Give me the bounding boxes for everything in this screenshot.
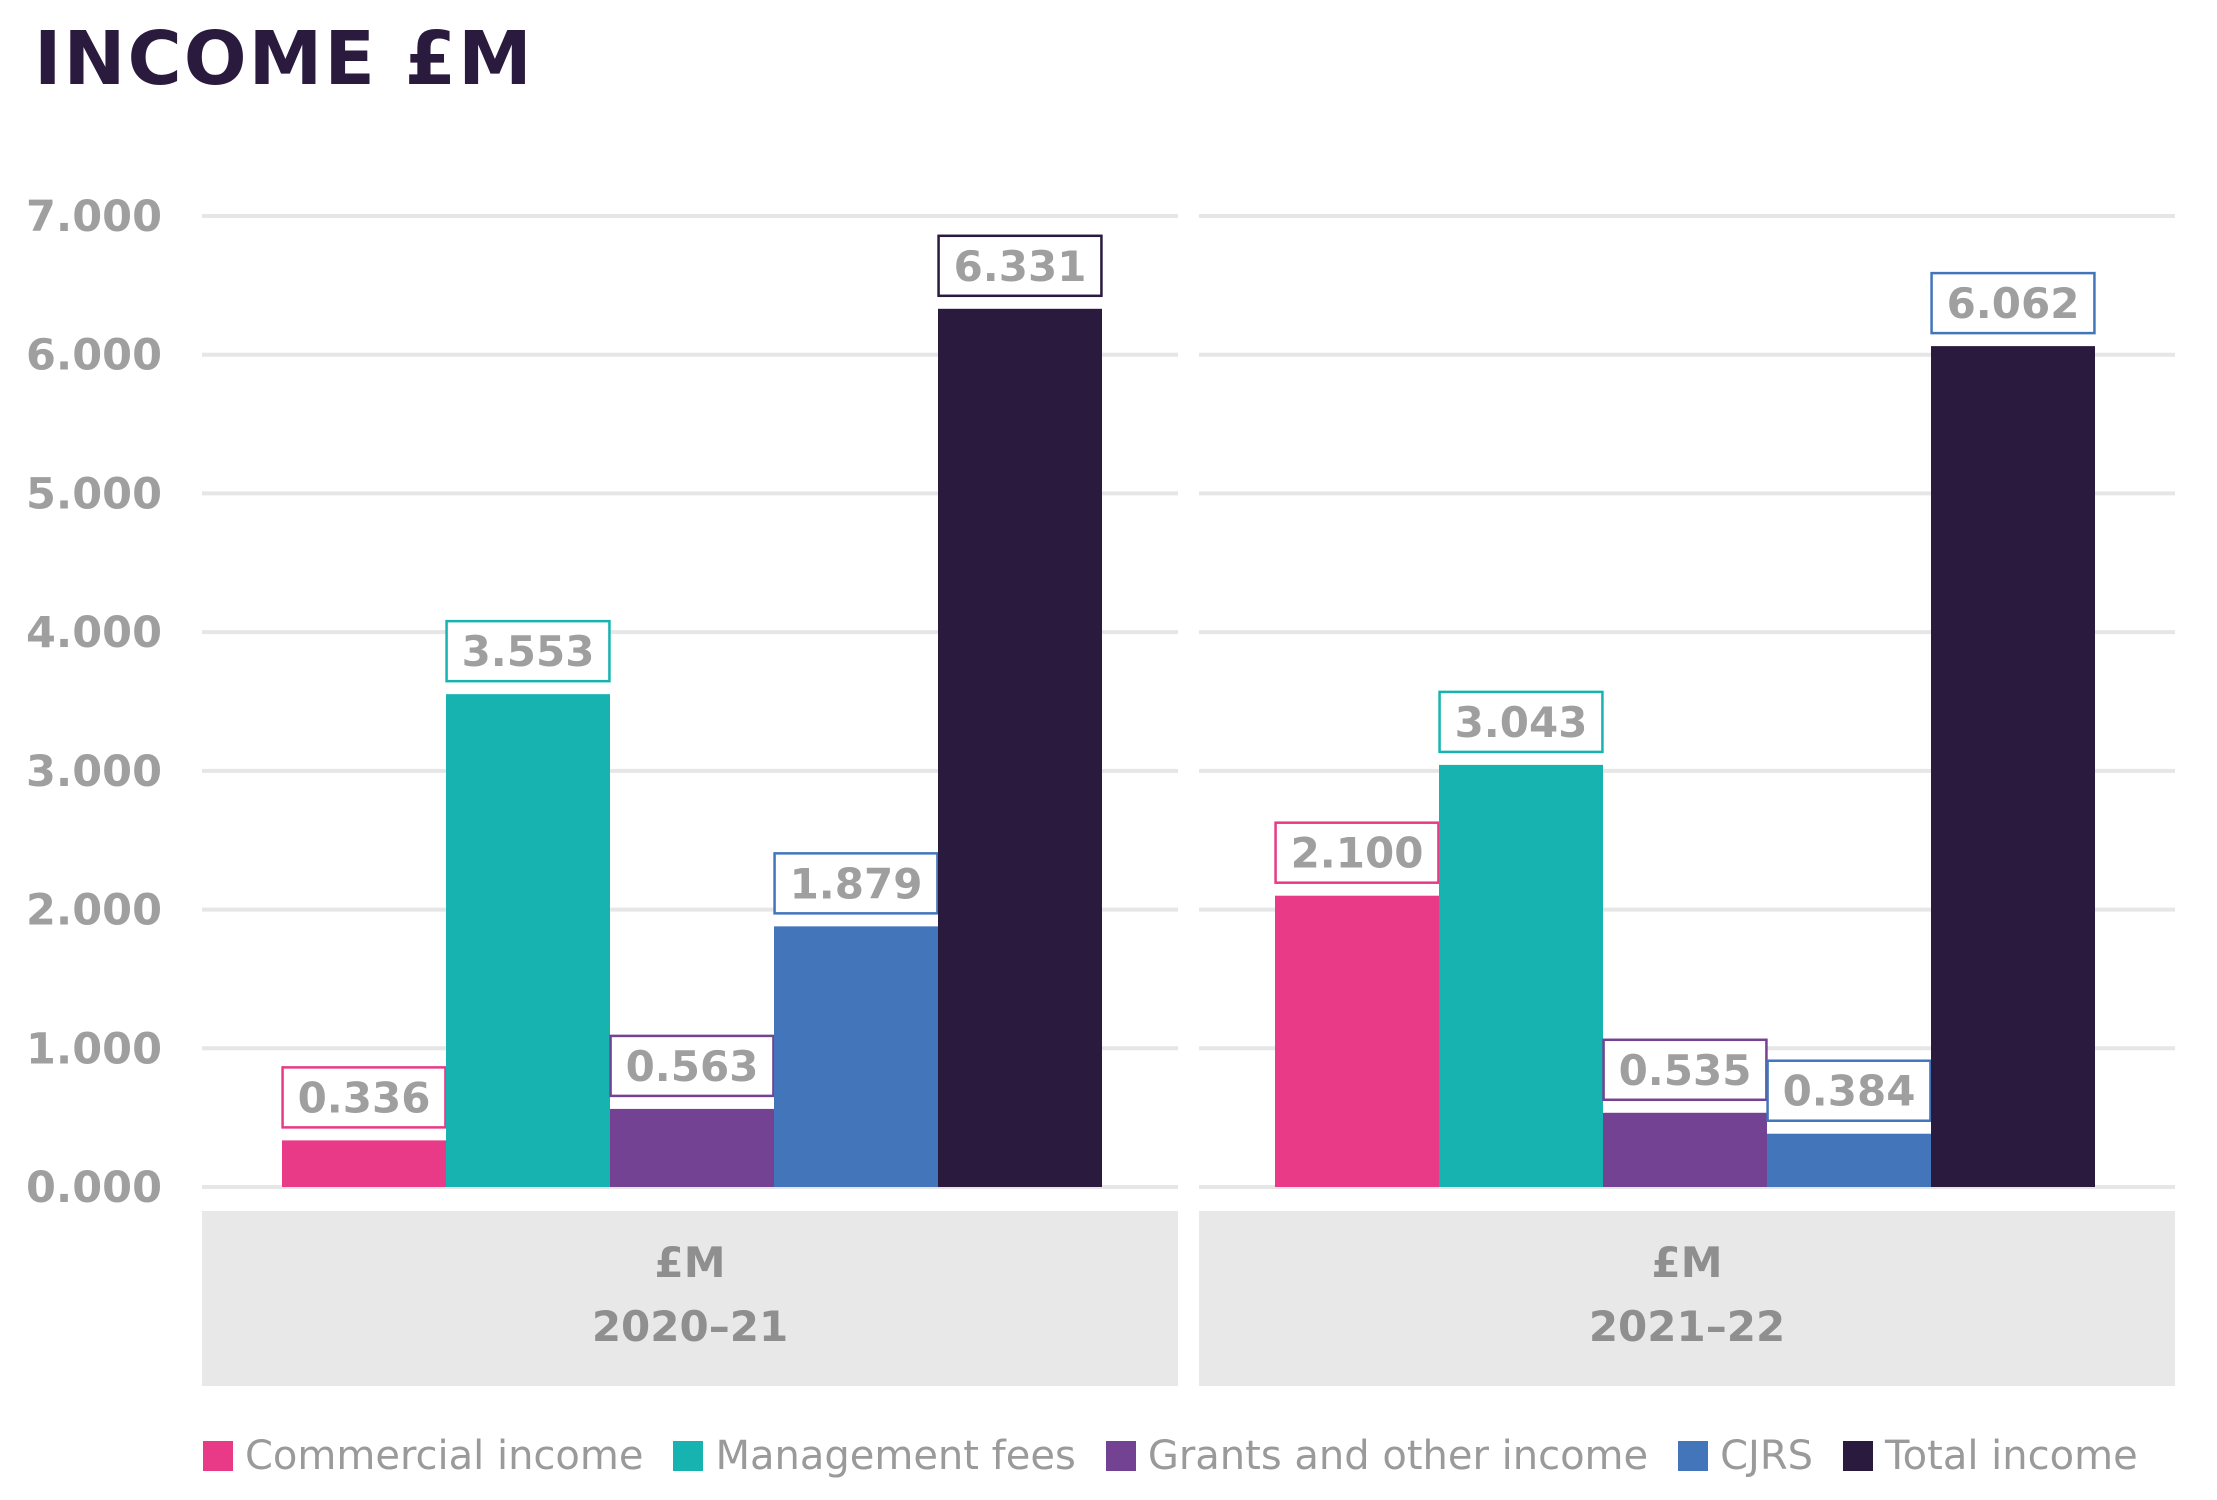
- data-label-box: [281, 1066, 447, 1129]
- category-year-label: 2021–22: [1589, 1302, 1785, 1351]
- data-label: 1.879: [790, 859, 923, 908]
- category-year-label: 2020–21: [592, 1302, 788, 1351]
- legend-item: Management fees: [673, 1433, 1076, 1479]
- data-label-box: [773, 852, 939, 915]
- category-panel: [202, 1211, 1178, 1386]
- bar-cjrs: [774, 926, 938, 1187]
- legend-swatch: [1105, 1441, 1136, 1471]
- category-panel: [1199, 1211, 2175, 1386]
- data-label-box: [1602, 1038, 1768, 1102]
- bar-total-income: [938, 308, 1102, 1187]
- data-label-box: [937, 234, 1103, 298]
- bar-cjrs: [1767, 1133, 1931, 1187]
- data-label-box: [445, 619, 611, 683]
- legend-swatch: [1678, 1441, 1709, 1471]
- legend-label: Grants and other income: [1147, 1433, 1649, 1479]
- category-unit-label: £M: [654, 1238, 725, 1287]
- data-label: 6.331: [954, 242, 1087, 291]
- data-label-box: [1274, 821, 1440, 884]
- legend-label: Commercial income: [245, 1433, 644, 1479]
- data-label: 0.563: [626, 1042, 759, 1091]
- legend-swatch: [203, 1441, 233, 1471]
- y-tick-label: 0.000: [26, 1163, 162, 1213]
- data-label-box: [1766, 1059, 1932, 1122]
- legend-swatch: [1843, 1441, 1874, 1471]
- data-label: 0.336: [298, 1073, 431, 1122]
- chart-title: INCOME £M: [34, 16, 534, 102]
- bar-commercial-income: [1275, 895, 1439, 1187]
- y-tick-label: 1.000: [26, 1024, 162, 1074]
- y-tick-label: 6.000: [26, 331, 162, 381]
- bar-management-fees: [446, 694, 610, 1187]
- legend-item: Total income: [1843, 1433, 2138, 1479]
- data-label: 6.062: [1947, 279, 2080, 328]
- y-tick-label: 3.000: [26, 747, 162, 797]
- data-label-box: [1438, 690, 1604, 754]
- legend-label: Management fees: [715, 1433, 1076, 1479]
- data-label-box: [1930, 271, 2096, 335]
- data-label: 0.384: [1783, 1067, 1916, 1116]
- legend-item: Grants and other income: [1105, 1433, 1649, 1479]
- bar-grants-and-other-income: [1603, 1112, 1767, 1187]
- y-tick-label: 7.000: [26, 192, 162, 242]
- legend-item: CJRS: [1678, 1433, 1813, 1479]
- data-label-box: [609, 1034, 775, 1098]
- legend-swatch: [673, 1441, 704, 1471]
- data-label: 0.535: [1619, 1046, 1752, 1095]
- y-tick-label: 4.000: [26, 608, 162, 658]
- y-tick-label: 2.000: [26, 886, 162, 936]
- data-label: 2.100: [1291, 829, 1424, 878]
- chart-legend: Commercial income Management fees Grants a…: [203, 1430, 2138, 1482]
- legend-label: CJRS: [1720, 1433, 1814, 1479]
- category-unit-label: £M: [1651, 1238, 1722, 1287]
- legend-item: Commercial income: [203, 1433, 643, 1479]
- bar-commercial-income: [282, 1140, 446, 1187]
- bar-management-fees: [1439, 764, 1603, 1187]
- bar-grants-and-other-income: [610, 1108, 774, 1187]
- data-label: 3.553: [462, 627, 595, 676]
- bar-total-income: [1931, 346, 2095, 1187]
- legend-label: Total income: [1885, 1433, 2138, 1479]
- data-label: 3.043: [1455, 698, 1588, 747]
- y-tick-label: 5.000: [26, 469, 162, 519]
